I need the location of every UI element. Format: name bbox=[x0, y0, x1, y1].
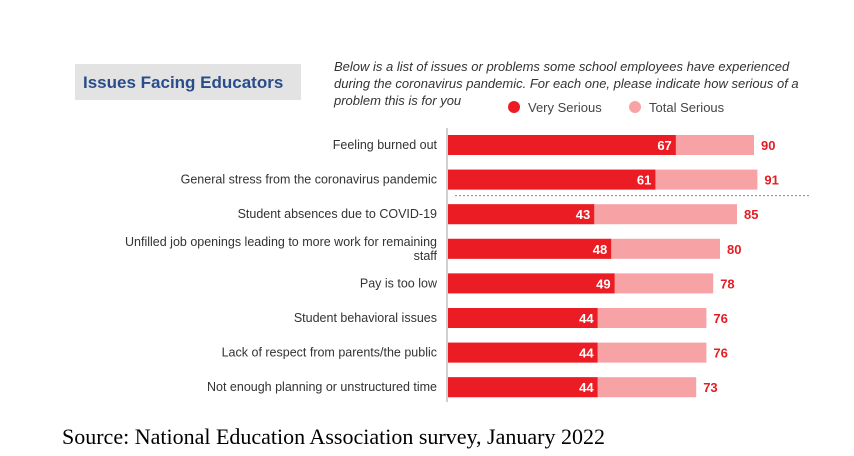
category-label: Feeling burned out bbox=[333, 138, 438, 152]
data-label-very-serious: 44 bbox=[579, 346, 594, 361]
data-label-total-serious: 80 bbox=[727, 242, 741, 257]
legend-swatch-very-serious bbox=[508, 101, 520, 113]
bar-very-serious bbox=[448, 169, 656, 190]
category-label: staff bbox=[414, 249, 438, 263]
bar-very-serious bbox=[448, 377, 598, 398]
category-label: Student absences due to COVID-19 bbox=[238, 207, 437, 221]
data-label-total-serious: 78 bbox=[720, 276, 734, 291]
legend-label-total-serious: Total Serious bbox=[649, 100, 725, 115]
data-label-very-serious: 43 bbox=[576, 207, 590, 222]
bar-very-serious bbox=[448, 135, 676, 155]
data-label-total-serious: 76 bbox=[713, 311, 727, 326]
data-label-very-serious: 44 bbox=[579, 380, 594, 395]
bar-chart: 67 90 Feeling burned out 61 91 General stress… bbox=[125, 128, 811, 402]
category-label: Student behavioral issues bbox=[294, 311, 437, 325]
bar-very-serious bbox=[448, 273, 615, 294]
data-label-very-serious: 44 bbox=[579, 311, 594, 326]
data-label-total-serious: 91 bbox=[764, 173, 778, 188]
data-label-total-serious: 85 bbox=[744, 207, 758, 222]
data-label-very-serious: 67 bbox=[657, 138, 671, 153]
source-note: Source: National Education Association s… bbox=[62, 424, 605, 449]
data-label-very-serious: 61 bbox=[637, 173, 651, 188]
chart-title: Issues Facing Educators bbox=[83, 73, 284, 92]
bar-very-serious bbox=[448, 238, 612, 259]
survey-question: Below is a list of issues or problems so… bbox=[334, 59, 799, 108]
data-label-total-serious: 90 bbox=[761, 138, 775, 153]
chart-title-box: Issues Facing Educators bbox=[75, 64, 301, 100]
category-label: Lack of respect from parents/the public bbox=[222, 346, 437, 360]
category-label: Pay is too low bbox=[360, 276, 438, 290]
legend-label-very-serious: Very Serious bbox=[528, 100, 602, 115]
data-label-total-serious: 76 bbox=[713, 346, 727, 361]
bar-very-serious bbox=[448, 342, 598, 363]
category-label: Unfilled job openings leading to more wo… bbox=[125, 235, 437, 249]
bar-very-serious bbox=[448, 204, 595, 225]
data-label-very-serious: 49 bbox=[596, 276, 610, 291]
category-label: Not enough planning or unstructured time bbox=[207, 380, 437, 394]
data-label-very-serious: 48 bbox=[593, 242, 607, 257]
category-label: General stress from the coronavirus pand… bbox=[181, 173, 437, 187]
data-label-total-serious: 73 bbox=[703, 380, 717, 395]
legend-swatch-total-serious bbox=[629, 101, 641, 113]
bar-very-serious bbox=[448, 308, 598, 328]
